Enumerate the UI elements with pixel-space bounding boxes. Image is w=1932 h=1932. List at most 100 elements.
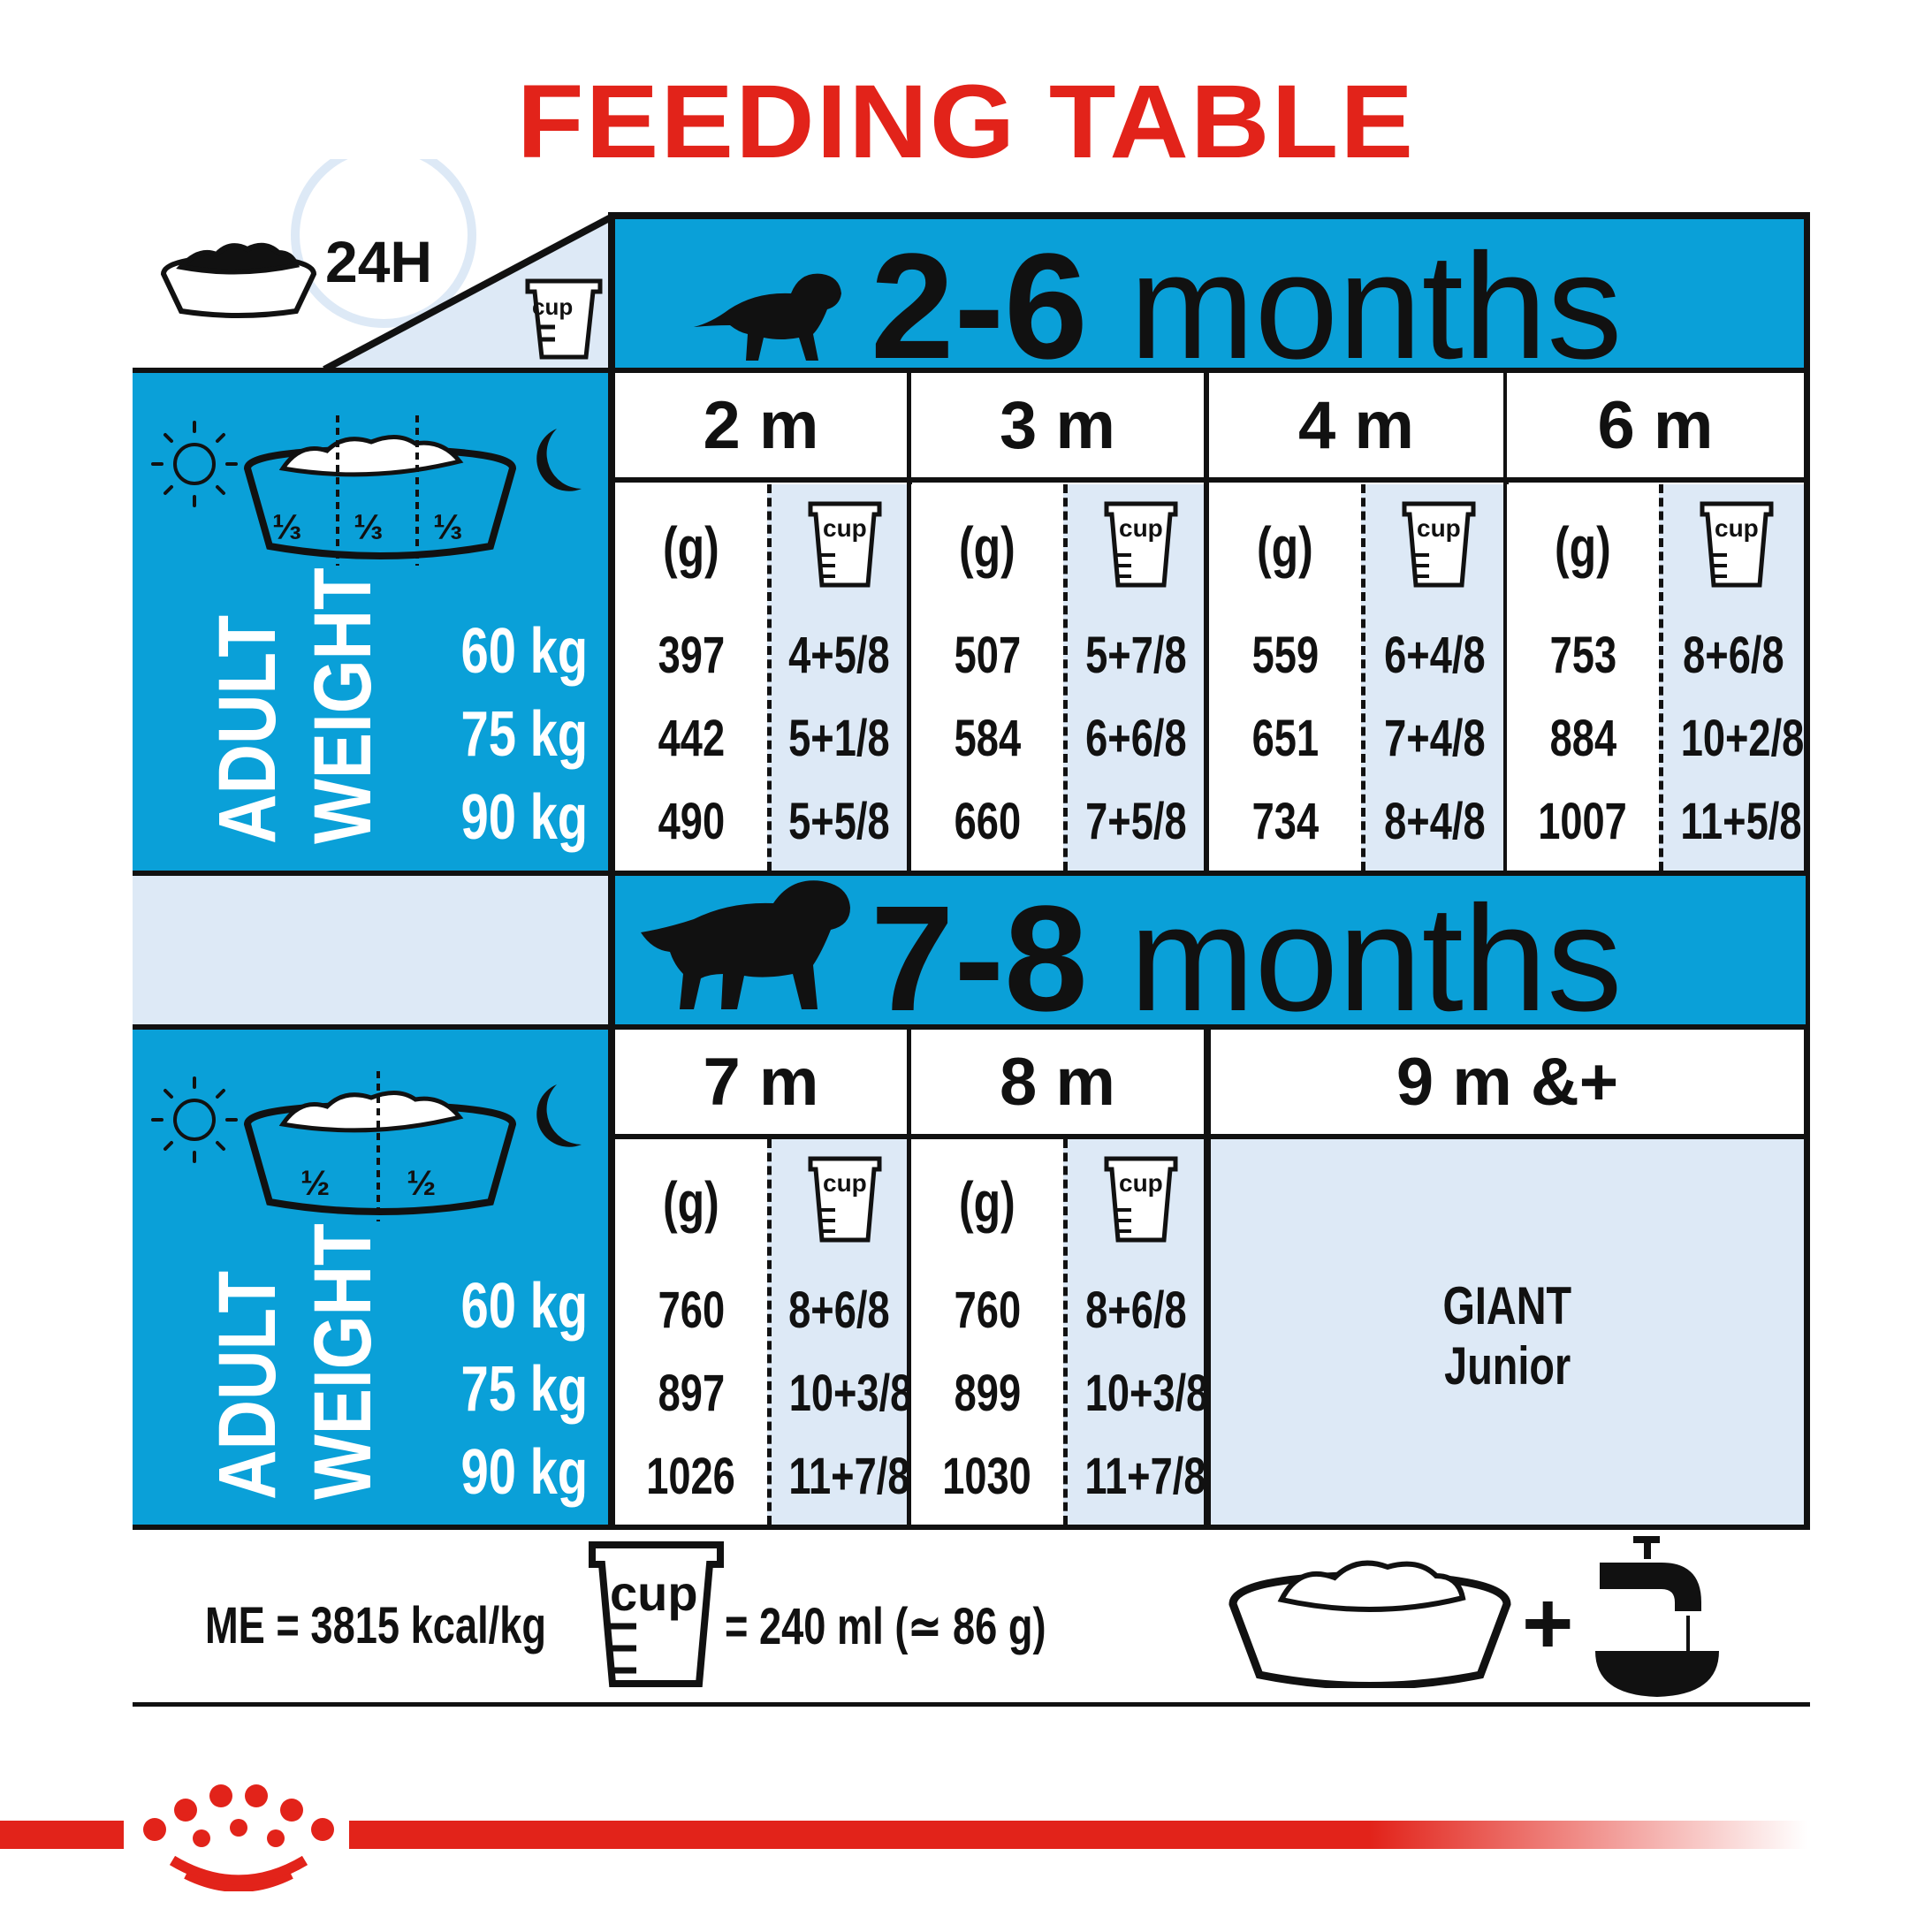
column-header-9m-plus: 9 m &+ — [1211, 1030, 1804, 1134]
cups-column: cup 8+6/8 10+2/8 11+5/8 — [1659, 484, 1804, 871]
sun-icon — [151, 1076, 238, 1163]
portion-icons-2 — [151, 1071, 582, 1221]
plus-sign: + — [1522, 1574, 1574, 1673]
cups-value: 10+3/8 — [788, 1365, 913, 1422]
weight-label: 60 kg — [411, 615, 588, 688]
age-column: (g) 559 651 734 cup 6+4/8 7+4/8 8+4/8 — [1209, 484, 1503, 871]
clock-icon — [291, 159, 476, 328]
age-column: (g) 760 897 1026 cup 8+6/8 10+3/8 11+7/8 — [615, 1139, 912, 1525]
corner-header — [160, 159, 614, 373]
header-divider — [1209, 477, 1503, 483]
cup-icon: cup — [1697, 500, 1776, 589]
column-header-label: 8 m — [1000, 1044, 1115, 1120]
grams-value: 899 — [954, 1365, 1021, 1422]
weight-label: 75 kg — [411, 698, 588, 771]
grams-value: 490 — [658, 793, 725, 850]
age-title-1: 2-6 months — [871, 223, 1623, 391]
header-divider — [1507, 477, 1804, 483]
footer-rule — [133, 1702, 1810, 1707]
page-title: FEEDING TABLE — [516, 64, 1416, 180]
grams-value: 507 — [954, 627, 1021, 684]
cups-column: cup 6+4/8 7+4/8 8+4/8 — [1361, 484, 1503, 871]
column-header: 6 m — [1507, 373, 1804, 477]
grams-column: (g) 397 442 490 — [615, 484, 767, 871]
cup-icon — [589, 1541, 724, 1687]
weight-label-2: WEIGHT — [298, 1223, 388, 1500]
age-column: (g) 753 884 1007 cup 8+6/8 10+2/8 11+5/8 — [1507, 484, 1804, 871]
adult-dog-icon — [641, 880, 850, 1009]
grams-column: (g) 559 651 734 — [1209, 484, 1361, 871]
age-column: (g) 507 584 660 cup 5+7/8 6+6/8 7+5/8 — [911, 484, 1204, 871]
energy-value: ME = 3815 kcal/kg — [205, 1597, 547, 1654]
column-divider — [1503, 373, 1509, 871]
grams-value: 397 — [658, 627, 725, 684]
puppy-icon — [694, 273, 841, 361]
grams-value: 584 — [954, 710, 1021, 767]
column-header-label: 7 m — [703, 1044, 819, 1120]
grams-value: 1030 — [942, 1448, 1032, 1505]
weight-label-1: WEIGHT — [298, 567, 388, 844]
weight-value: 90 kg — [460, 782, 588, 853]
grams-value: 753 — [1549, 627, 1616, 684]
product-name-line1: GIANT — [1442, 1276, 1572, 1335]
cups-value: 11+7/8 — [1084, 1448, 1206, 1505]
grams-value: 884 — [1549, 710, 1616, 767]
cup-label: cup — [1119, 1169, 1163, 1197]
grams-value: 442 — [658, 710, 725, 767]
column-header-label: 3 m — [1000, 387, 1115, 463]
grams-unit: (g) — [1555, 515, 1611, 579]
cups-value: 5+5/8 — [788, 793, 890, 850]
column-divider — [907, 373, 912, 871]
adult-label-2: ADULT — [202, 1270, 293, 1500]
portion-labels-1: ⅓ ⅓ ⅓ — [272, 508, 463, 547]
cup-icon: cup — [1399, 500, 1479, 589]
weight-label: 60 kg — [411, 1270, 588, 1343]
column-header: 7 m — [615, 1030, 907, 1134]
cups-value: 10+3/8 — [1084, 1365, 1209, 1422]
cup-label: cup — [532, 293, 574, 320]
cups-value: 7+4/8 — [1383, 710, 1486, 767]
weight-value: 75 kg — [460, 699, 588, 770]
weight-value: 60 kg — [460, 616, 588, 687]
cup-label: cup — [1119, 514, 1163, 542]
cups-value: 11+5/8 — [1680, 793, 1802, 850]
column-header: 3 m — [911, 373, 1204, 477]
column-header: 4 m — [1209, 373, 1503, 477]
cups-value: 8+6/8 — [1683, 627, 1784, 684]
moon-icon — [536, 1084, 582, 1147]
grams-unit: (g) — [959, 1170, 1015, 1234]
sun-icon — [151, 421, 238, 507]
brand-bar-left — [0, 1821, 124, 1849]
grams-column: (g) 753 884 1007 — [1507, 484, 1659, 871]
cups-value: 7+5/8 — [1084, 793, 1187, 850]
grams-value: 1007 — [1538, 793, 1628, 850]
cups-value: 4+5/8 — [788, 627, 890, 684]
cup-label: cup — [823, 1169, 867, 1197]
spacer-panel — [133, 876, 608, 1024]
header-divider — [615, 477, 907, 483]
grams-value: 760 — [658, 1282, 725, 1339]
column-divider — [1204, 1030, 1211, 1525]
column-header-label: 4 m — [1298, 387, 1414, 463]
column-divider — [907, 1030, 912, 1525]
age-column: (g) 760 899 1030 cup 8+6/8 10+3/8 11+7/8 — [911, 1139, 1208, 1525]
weight-value: 75 kg — [460, 1354, 588, 1425]
cups-value: 5+1/8 — [788, 710, 890, 767]
cups-value: 10+2/8 — [1680, 710, 1805, 767]
cups-value: 11+7/8 — [788, 1448, 910, 1505]
cups-value: 5+7/8 — [1084, 627, 1187, 684]
cups-value: 6+4/8 — [1383, 627, 1486, 684]
cups-column: cup 8+6/8 10+3/8 11+7/8 — [1063, 1139, 1208, 1525]
cup-icon: cup — [1101, 500, 1181, 589]
header-divider — [911, 1134, 1204, 1139]
cups-column: cup 5+7/8 6+6/8 7+5/8 — [1063, 484, 1204, 871]
cup-equivalence: = 240 ml (≃ 86 g) — [725, 1598, 1046, 1655]
column-header-label: 2 m — [703, 387, 819, 463]
next-product-cell: GIANT Junior — [1211, 1139, 1804, 1525]
portion-labels-2: ½ ½ — [300, 1164, 437, 1203]
column-divider — [1204, 373, 1209, 871]
grams-value: 760 — [954, 1282, 1021, 1339]
header-divider — [911, 477, 1204, 483]
grams-unit: (g) — [663, 515, 719, 579]
grams-unit: (g) — [959, 515, 1015, 579]
